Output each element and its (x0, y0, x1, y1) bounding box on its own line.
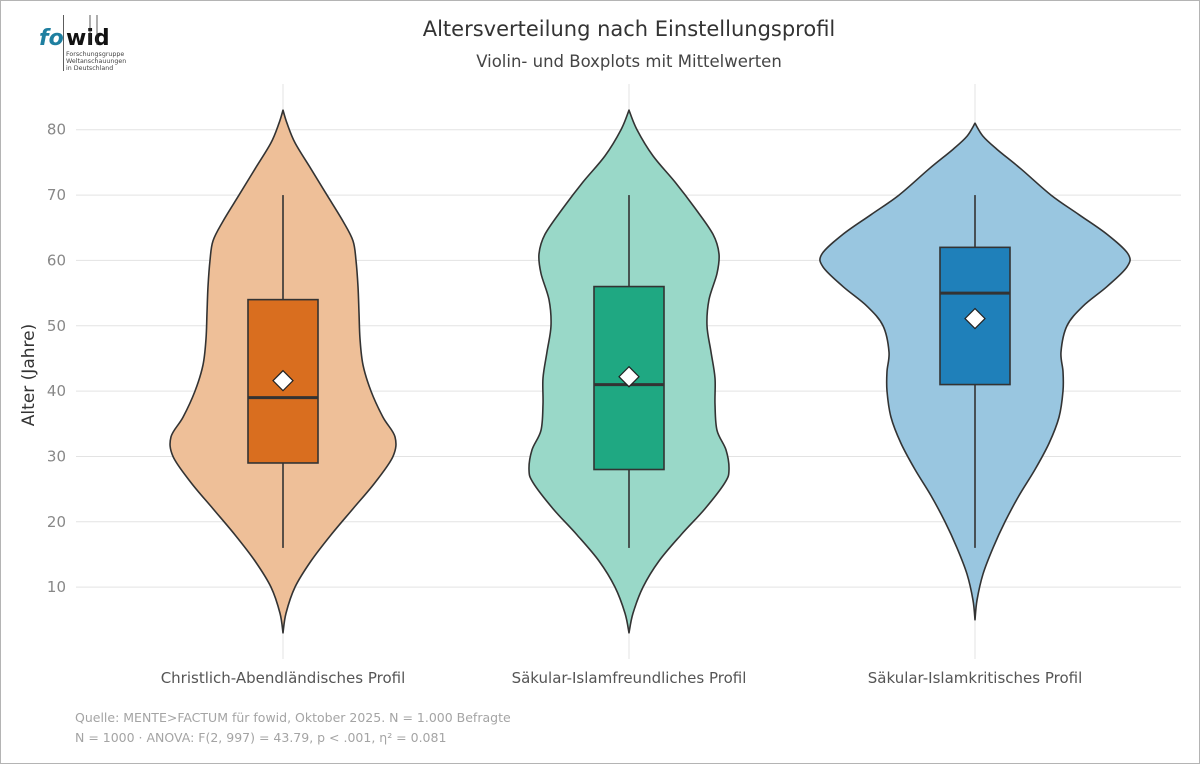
chart-subtitle: Violin- und Boxplots mit Mittelwerten (476, 52, 782, 71)
y-tick-label: 30 (47, 447, 66, 465)
logo-subtitle-line: Forschungsgruppe (66, 51, 124, 58)
violin-group (528, 109, 730, 634)
mean-marker (272, 369, 294, 392)
y-tick-label: 10 (47, 578, 66, 596)
x-category-label: Säkular-Islamkritisches Profil (868, 669, 1083, 687)
y-tick-label: 70 (47, 186, 66, 204)
logo-text-fo: fo (39, 26, 64, 51)
x-axis-categories: Christlich-Abendländisches Profil Säkular… (161, 669, 1083, 687)
source-note: Quelle: MENTE>FACTUM für fowid, Oktober … (75, 710, 511, 725)
fowid-logo: fo wid Forschungsgruppe Weltanschauungen… (39, 15, 126, 72)
y-tick-label: 20 (47, 513, 66, 531)
logo-subtitle-line: in Deutschland (66, 65, 113, 72)
y-tick-label: 40 (47, 382, 66, 400)
violin-group (169, 109, 397, 634)
violin-group (819, 122, 1131, 621)
stats-note: N = 1000 · ANOVA: F(2, 997) = 43.79, p <… (75, 730, 446, 745)
x-category-label: Säkular-Islamfreundliches Profil (512, 669, 747, 687)
mean-marker (964, 307, 986, 330)
logo-text-wid: wid (66, 26, 110, 51)
y-tick-label: 60 (47, 251, 66, 269)
y-tick-label: 80 (47, 121, 66, 139)
mean-marker (618, 365, 640, 388)
x-category-label: Christlich-Abendländisches Profil (161, 669, 406, 687)
y-tick-label: 50 (47, 317, 66, 335)
logo-subtitle-line: Weltanschauungen (66, 58, 126, 65)
chart-title: Altersverteilung nach Einstellungsprofil (423, 17, 836, 41)
violin-plots (169, 109, 1131, 634)
y-axis-ticks: 10 20 30 40 50 60 70 80 (47, 121, 66, 596)
y-axis-label: Alter (Jahre) (19, 324, 39, 426)
